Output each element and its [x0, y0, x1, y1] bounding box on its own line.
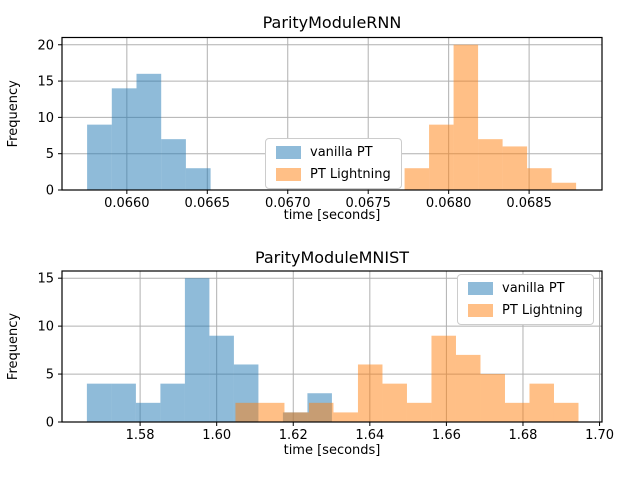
x-tick-label: 0.0685: [506, 196, 552, 211]
legend-swatch-pt-lightning: [276, 168, 301, 181]
x-tick-label: 1.70: [585, 428, 614, 443]
x-tick-label: 1.60: [202, 428, 231, 443]
plot-area-mnist: 1.58 1.60 1.62 1.64 1.66 1.68 1.70 0 5 10 15 Parit…: [6, 248, 614, 458]
histogram-bar-pt-lightning: [455, 354, 481, 422]
y-tick-label: 0: [46, 416, 54, 431]
legend-entry-vanilla-pt: vanilla PT: [468, 281, 583, 296]
legend-label: vanilla PT: [310, 145, 373, 160]
histogram-bar-pt-lightning: [382, 383, 407, 422]
histogram-bar-vanilla-pt: [135, 402, 161, 422]
x-tick-label: 1.68: [508, 428, 537, 443]
histogram-bar-pt-lightning: [333, 412, 358, 422]
legend: vanilla PT PT Lightning: [265, 138, 402, 189]
legend-swatch-vanilla-pt: [468, 282, 493, 295]
histogram-bar-pt-lightning: [480, 374, 505, 422]
histogram-bar-pt-lightning: [235, 402, 260, 422]
histogram-bar-vanilla-pt: [184, 278, 210, 422]
legend-entry-pt-lightning: PT Lightning: [468, 303, 583, 318]
legend-label: PT Lightning: [502, 303, 583, 318]
legend: vanilla PT PT Lightning: [457, 274, 594, 325]
x-axis-label: time [seconds]: [284, 208, 381, 223]
histogram-bar-vanilla-pt: [136, 73, 162, 190]
histogram-bar-pt-lightning: [453, 44, 479, 191]
y-tick-label: 15: [37, 75, 54, 90]
x-tick-label: 0.0660: [104, 196, 150, 211]
histogram-bar-pt-lightning: [504, 402, 530, 422]
chart-title: ParityModuleMNIST: [255, 248, 409, 267]
histogram-bar-pt-lightning: [406, 402, 432, 422]
legend-entry-pt-lightning: PT Lightning: [276, 167, 391, 182]
histogram-bar-vanilla-pt: [111, 88, 137, 190]
histogram-bar-pt-lightning: [553, 402, 579, 422]
legend-swatch-pt-lightning: [468, 304, 493, 317]
chart-parity-module-rnn: 0.0660 0.0665 0.0670 0.0675 0.0680 0.0685 0 5 10…: [6, 13, 603, 223]
histogram-bar-pt-lightning: [478, 139, 503, 190]
histogram-bar-pt-lightning: [551, 182, 577, 190]
y-tick-label: 15: [37, 272, 54, 287]
x-tick-label: 1.62: [279, 428, 308, 443]
y-tick-label: 10: [37, 111, 54, 126]
histogram-bar-pt-lightning: [259, 402, 285, 422]
histogram-bar-pt-lightning: [429, 124, 454, 190]
plot-area-rnn: 0.0660 0.0665 0.0670 0.0675 0.0680 0.0685 0 5 10…: [6, 13, 603, 223]
histogram-bar-vanilla-pt: [87, 124, 112, 190]
chart-title: ParityModuleRNN: [263, 13, 402, 32]
histogram-bar-pt-lightning: [431, 335, 456, 422]
histogram-bar-pt-lightning: [357, 364, 383, 422]
y-tick-label: 20: [37, 38, 54, 53]
y-axis-label: Frequency: [6, 313, 21, 380]
histogram-bar-pt-lightning: [527, 168, 552, 190]
histogram-bar-vanilla-pt: [209, 335, 234, 422]
x-tick-label: 0.0675: [345, 196, 391, 211]
x-tick-label: 1.64: [355, 428, 384, 443]
histogram-bar-pt-lightning: [308, 402, 334, 422]
histogram-bar-vanilla-pt: [86, 383, 112, 422]
x-tick-label: 1.58: [126, 428, 155, 443]
y-tick-label: 5: [46, 368, 54, 383]
legend-label: PT Lightning: [310, 167, 391, 182]
histogram-bar-vanilla-pt: [161, 139, 186, 190]
y-tick-label: 10: [37, 320, 54, 335]
histogram-bar-vanilla-pt: [185, 168, 211, 190]
histogram-bar-pt-lightning: [529, 383, 554, 422]
x-tick-label: 0.0665: [185, 196, 231, 211]
axes-frame: [61, 36, 603, 191]
y-axis-label: Frequency: [6, 80, 21, 147]
x-axis-label: time [seconds]: [284, 443, 381, 458]
histogram-bar-vanilla-pt: [160, 383, 185, 422]
histogram-bar-pt-lightning: [502, 146, 528, 190]
axes-frame: [61, 270, 603, 423]
y-tick-label: 5: [46, 147, 54, 162]
x-tick-label: 0.0670: [265, 196, 311, 211]
histogram-bar-vanilla-pt: [111, 383, 136, 422]
legend-swatch-vanilla-pt: [276, 146, 301, 159]
legend-label: vanilla PT: [502, 281, 565, 296]
x-tick-label: 1.66: [432, 428, 461, 443]
y-tick-label: 0: [46, 184, 54, 199]
legend-entry-vanilla-pt: vanilla PT: [276, 145, 391, 160]
histogram-bar-pt-lightning: [404, 168, 430, 190]
chart-parity-module-mnist: 1.58 1.60 1.62 1.64 1.66 1.68 1.70 0 5 10 15 Parit…: [0, 240, 640, 480]
histogram-bar-pt-lightning: [284, 412, 309, 422]
x-tick-label: 0.0680: [426, 196, 472, 211]
